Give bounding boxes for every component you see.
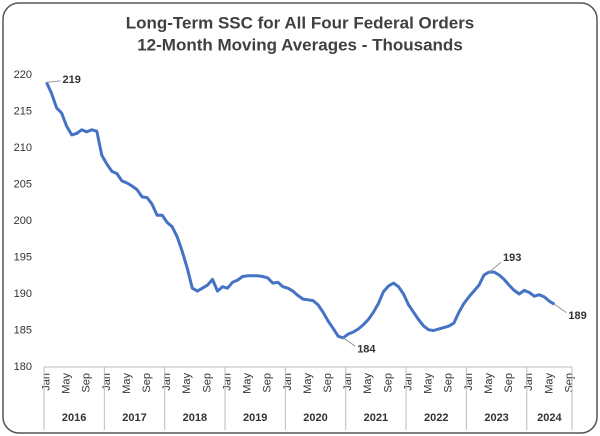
x-tick-label: Jan	[342, 373, 354, 391]
y-tick-label: 195	[14, 251, 32, 263]
x-tick-label: Jan	[282, 373, 294, 391]
data-label: 189	[568, 310, 586, 322]
x-tick-label: Jan	[101, 373, 113, 391]
year-label: 2020	[303, 412, 327, 424]
x-tick-label: Jan	[161, 373, 173, 391]
year-label: 2022	[424, 412, 448, 424]
y-tick-label: 180	[14, 361, 32, 373]
data-label: 219	[63, 74, 81, 86]
x-tick-label: Sep	[322, 373, 334, 393]
x-tick-label: May	[242, 373, 254, 394]
year-label: 2024	[537, 412, 562, 424]
year-label: 2023	[484, 412, 508, 424]
x-tick-label: May	[121, 373, 133, 394]
y-tick-label: 215	[14, 105, 32, 117]
y-tick-label: 200	[14, 215, 32, 227]
x-tick-label: May	[543, 373, 555, 394]
x-tick-label: May	[423, 373, 435, 394]
chart-title: Long-Term SSC for All Four Federal Order…	[126, 13, 475, 32]
y-tick-label: 220	[14, 69, 32, 81]
data-label: 184	[357, 344, 376, 356]
year-label: 2019	[243, 412, 267, 424]
x-tick-label: Jan	[402, 373, 414, 391]
label-leader	[46, 80, 61, 83]
x-tick-label: May	[302, 373, 314, 394]
x-tick-label: Jan	[221, 373, 233, 391]
x-tick-label: Sep	[443, 373, 455, 393]
year-label: 2017	[122, 412, 146, 424]
y-tick-label: 210	[14, 142, 32, 154]
x-tick-label: Sep	[201, 373, 213, 393]
x-tick-label: Sep	[563, 373, 575, 393]
line	[45, 81, 556, 340]
x-tick-label: May	[483, 373, 495, 394]
x-tick-label: Jan	[463, 373, 475, 391]
y-tick-label: 185	[14, 324, 32, 336]
x-tick-label: May	[181, 373, 193, 394]
x-tick-label: Jan	[40, 373, 52, 391]
x-tick-label: May	[61, 373, 73, 394]
year-label: 2021	[364, 412, 388, 424]
x-tick-label: Sep	[503, 373, 515, 393]
x-tick-label: Sep	[81, 373, 93, 393]
x-tick-label: Sep	[262, 373, 274, 393]
x-tick-label: May	[362, 373, 374, 394]
label-leader	[554, 303, 567, 314]
year-label: 2018	[183, 412, 207, 424]
data-label: 193	[503, 252, 521, 264]
label-leader	[488, 261, 502, 273]
chart-subtitle: 12-Month Moving Averages - Thousands	[137, 35, 463, 54]
y-tick-label: 190	[14, 288, 32, 300]
x-tick-label: Sep	[382, 373, 394, 393]
label-leader	[342, 337, 356, 347]
x-tick-label: Sep	[141, 373, 153, 393]
year-label: 2016	[62, 412, 86, 424]
x-tick-label: Jan	[523, 373, 535, 391]
y-tick-label: 205	[14, 178, 32, 190]
